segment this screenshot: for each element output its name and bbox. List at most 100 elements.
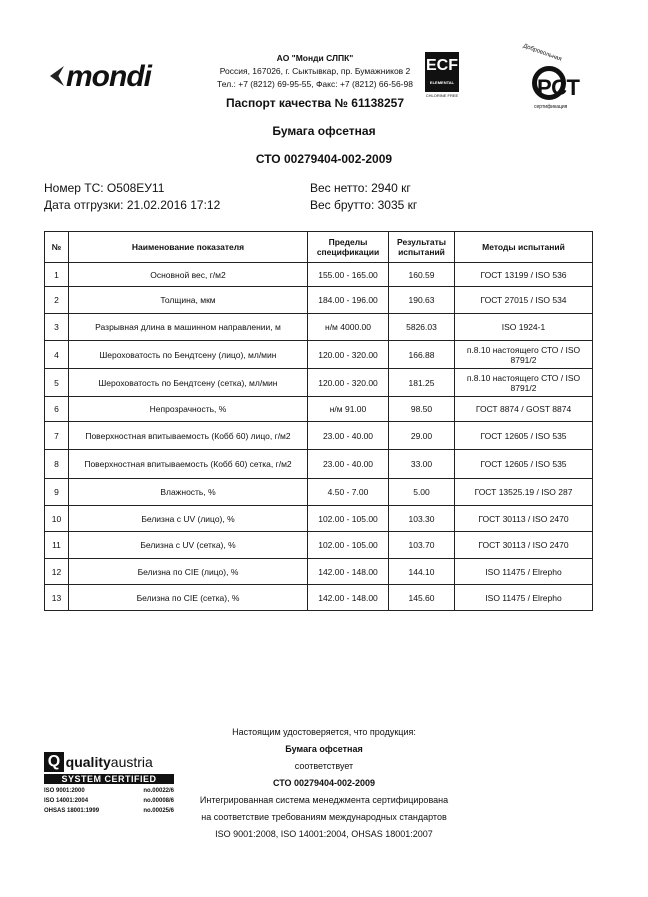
parameter-name: Белизна с UV (сетка), %: [68, 531, 308, 559]
row-number: 12: [44, 558, 69, 585]
test-method: ISO 1924-1: [454, 313, 593, 341]
test-method: ГОСТ 12605 / ISO 535: [454, 421, 593, 450]
parameter-name: Белизна по CIE (сетка), %: [68, 584, 308, 611]
table-row: 5 Шероховатость по Бендтсену (сетка), мл/…: [44, 368, 593, 397]
statement-line: соответствует: [294, 761, 354, 771]
test-result: 144.10: [388, 558, 455, 585]
table-row: 1 Основной вес, г/м2 155.00 - 165.00 160.59…: [44, 262, 593, 287]
header-results: Результаты испытаний: [388, 231, 455, 263]
ecf-note: CHLORINE FREE: [425, 93, 459, 98]
standard: СТО 00279404-002-2009: [255, 152, 393, 166]
parameter-name: Непрозрачность, %: [68, 396, 308, 422]
table-row: 7 Поверхностная впитываемость (Кобб 60) л…: [44, 421, 593, 450]
row-number: 7: [44, 421, 69, 450]
spec-limits: 142.00 - 148.00: [307, 584, 389, 611]
gross-weight: Вес брутто: 3035 кг: [310, 198, 418, 212]
statement-line: на соответствие требованиям международны…: [201, 812, 447, 822]
spec-limits: 102.00 - 105.00: [307, 531, 389, 559]
spec-limits: 120.00 - 320.00: [307, 340, 389, 369]
statement-line: Интегрированная система менеджмента серт…: [199, 795, 449, 805]
parameter-name: Белизна по CIE (лицо), %: [68, 558, 308, 585]
vehicle-number: Номер ТС: О508ЕУ11: [44, 181, 165, 195]
net-weight: Вес нетто: 2940 кг: [310, 181, 411, 195]
test-result: 5826.03: [388, 313, 455, 341]
table-row: 11 Белизна с UV (сетка), % 102.00 - 105.00…: [44, 531, 593, 559]
ecf-logo: ECF ELEMENTAL: [425, 52, 459, 92]
quality-austria-logo: Q qualityaustria SYSTEM CERTIFIED ISO 90…: [44, 752, 174, 814]
table-row: 13 Белизна по CIE (сетка), % 142.00 - 148.…: [44, 584, 593, 611]
statement-line: Настоящим удостоверяется, что продукция:: [232, 727, 416, 737]
passport-title: Паспорт качества № 61138257: [225, 96, 404, 110]
spec-limits: 155.00 - 165.00: [307, 262, 389, 287]
row-number: 10: [44, 505, 69, 532]
test-method: ГОСТ 8874 / GOST 8874: [454, 396, 593, 422]
parameter-name: Шероховатость по Бендтсену (сетка), мл/м…: [68, 368, 308, 397]
table-row: 10 Белизна с UV (лицо), % 102.00 - 105.00 1…: [44, 505, 593, 532]
rst-certification-logo: Добровольная РСТ сертификация: [522, 43, 580, 110]
test-method: п.8.10 настоящего СТО / ISO 8791/2: [454, 368, 593, 397]
product-name: Бумага офсетная: [272, 124, 376, 138]
spec-limits: 102.00 - 105.00: [307, 505, 389, 532]
statement-product: Бумага офсетная: [285, 744, 363, 754]
parameter-name: Поверхностная впитываемость (Кобб 60) ли…: [68, 421, 308, 450]
parameter-name: Основной вес, г/м2: [68, 262, 308, 287]
test-result: 103.30: [388, 505, 455, 532]
company-phone: Тел.: +7 (8212) 69-95-55, Факс: +7 (8212…: [217, 79, 413, 89]
test-method: ГОСТ 30113 / ISO 2470: [454, 531, 593, 559]
test-result: 98.50: [388, 396, 455, 422]
test-result: 33.00: [388, 449, 455, 479]
certification-statement: Настоящим удостоверяется, что продукция:…: [0, 724, 648, 843]
parameter-name: Белизна с UV (лицо), %: [68, 505, 308, 532]
test-method: п.8.10 настоящего СТО / ISO 8791/2: [454, 340, 593, 369]
test-method: ГОСТ 13199 / ISO 536: [454, 262, 593, 287]
test-method: ISO 11475 / Elrepho: [454, 584, 593, 611]
test-result: 190.63: [388, 286, 455, 314]
test-method: ГОСТ 27015 / ISO 534: [454, 286, 593, 314]
header-methods: Методы испытаний: [454, 231, 593, 263]
test-result: 160.59: [388, 262, 455, 287]
row-number: 4: [44, 340, 69, 369]
table-row: 3 Разрывная длина в машинном направлении,…: [44, 313, 593, 341]
spec-limits: н/м 4000.00: [307, 313, 389, 341]
test-result: 145.60: [388, 584, 455, 611]
row-number: 11: [44, 531, 69, 559]
row-number: 1: [44, 262, 69, 287]
table-row: 6 Непрозрачность, % н/м 91.00 98.50 ГОСТ 887…: [44, 396, 593, 422]
company-address: Россия, 167026, г. Сыктывкар, пр. Бумажн…: [219, 66, 411, 76]
header-name: Наименование показателя: [68, 231, 308, 263]
row-number: 9: [44, 478, 69, 506]
row-number: 5: [44, 368, 69, 397]
test-method: ГОСТ 12605 / ISO 535: [454, 449, 593, 479]
test-result: 181.25: [388, 368, 455, 397]
row-number: 2: [44, 286, 69, 314]
statement-line: ISO 9001:2008, ISO 14001:2004, OHSAS 180…: [215, 829, 433, 839]
row-number: 3: [44, 313, 69, 341]
row-number: 8: [44, 449, 69, 479]
table-row: 9 Влажность, % 4.50 - 7.00 5.00 ГОСТ 13525.1…: [44, 478, 593, 506]
parameter-name: Разрывная длина в машинном направлении, …: [68, 313, 308, 341]
shipment-date: Дата отгрузки: 21.02.2016 17:12: [44, 198, 221, 212]
spec-limits: 23.00 - 40.00: [307, 421, 389, 450]
quality-table: № Наименование показателя Пределы специф…: [44, 231, 593, 611]
parameter-name: Влажность, %: [68, 478, 308, 506]
test-result: 103.70: [388, 531, 455, 559]
header-spec: Пределы спецификации: [307, 231, 389, 263]
test-result: 166.88: [388, 340, 455, 369]
parameter-name: Поверхностная впитываемость (Кобб 60) се…: [68, 449, 308, 479]
parameter-name: Толщина, мкм: [68, 286, 308, 314]
spec-limits: 142.00 - 148.00: [307, 558, 389, 585]
company-name: АО "Монди СЛПК": [276, 53, 354, 63]
header-no: №: [44, 231, 69, 263]
table-row: 4 Шероховатость по Бендтсену (лицо), мл/м…: [44, 340, 593, 369]
test-result: 29.00: [388, 421, 455, 450]
parameter-name: Шероховатость по Бендтсену (лицо), мл/ми…: [68, 340, 308, 369]
spec-limits: 4.50 - 7.00: [307, 478, 389, 506]
spec-limits: 120.00 - 320.00: [307, 368, 389, 397]
row-number: 6: [44, 396, 69, 422]
row-number: 13: [44, 584, 69, 611]
test-method: ГОСТ 13525.19 / ISO 287: [454, 478, 593, 506]
company-info: АО "Монди СЛПК" Россия, 167026, г. Сыкты…: [200, 52, 430, 91]
test-method: ГОСТ 30113 / ISO 2470: [454, 505, 593, 532]
statement-standard: СТО 00279404-002-2009: [272, 778, 376, 788]
